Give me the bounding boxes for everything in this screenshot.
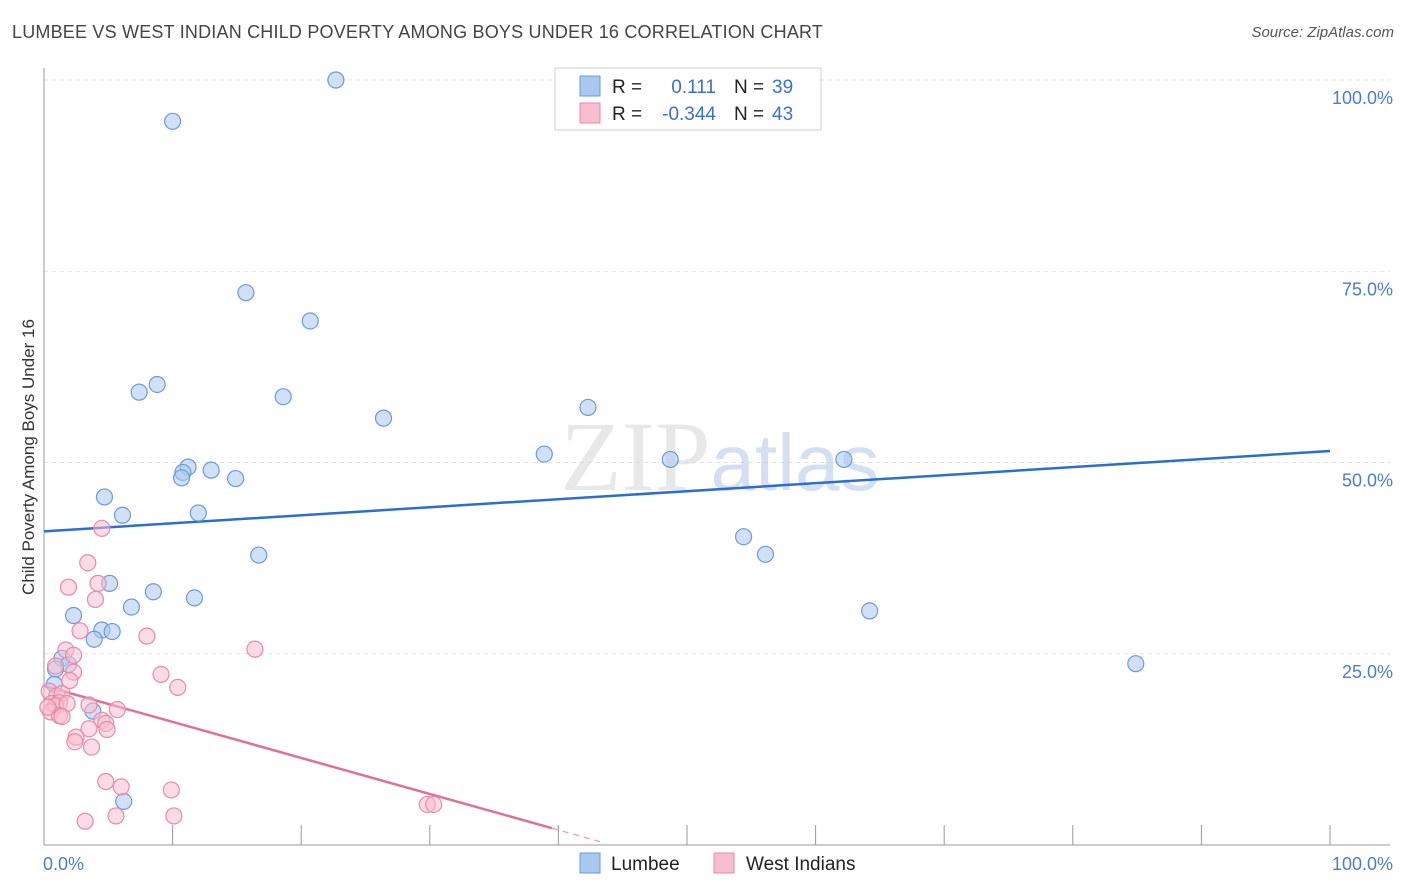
point-west-indians: [93, 519, 111, 537]
y-tick-label: 50.0%: [1342, 471, 1393, 491]
legend-n-value-2: 43: [772, 104, 793, 125]
point-lumbee: [535, 445, 553, 463]
point-lumbee: [148, 375, 166, 394]
legend-r-value-2: -0.344: [662, 104, 716, 125]
point-lumbee: [64, 606, 83, 625]
grid-lines: [44, 79, 1390, 655]
point-lumbee: [734, 528, 753, 546]
point-west-indians: [53, 707, 71, 726]
point-west-indians: [108, 700, 126, 719]
point-lumbee: [227, 469, 245, 488]
y-tick-labels: 25.0% 50.0% 75.0% 100.0%: [1332, 88, 1393, 682]
point-lumbee: [327, 71, 345, 89]
chart-title: LUMBEE VS WEST INDIAN CHILD POVERTY AMON…: [12, 22, 824, 42]
axes: [43, 68, 1390, 846]
legend-r-label-2: R =: [612, 104, 642, 125]
point-west-indians: [80, 696, 98, 714]
point-lumbee: [861, 602, 879, 620]
point-lumbee: [113, 506, 132, 524]
point-west-indians: [76, 812, 94, 830]
point-west-indians: [425, 795, 443, 814]
point-lumbee: [202, 461, 220, 479]
point-west-indians: [46, 657, 65, 675]
point-lumbee: [579, 398, 597, 417]
legend-n-label-2: N =: [734, 104, 764, 125]
point-west-indians: [66, 733, 84, 751]
point-lumbee: [185, 589, 204, 607]
legend-box: R = 0.111 N = 39 R = -0.344 N = 43: [554, 67, 822, 131]
legend-r-value-1: 0.111: [671, 77, 716, 98]
point-west-indians: [246, 640, 264, 658]
point-west-indians: [152, 665, 170, 684]
y-axis-label: Child Poverty Among Boys Under 16: [19, 319, 38, 595]
point-lumbee: [189, 504, 207, 522]
point-lumbee: [1127, 655, 1145, 673]
trend-line-extension-west-indians: [551, 827, 604, 844]
point-west-indians: [107, 807, 125, 825]
y-tick-label: 25.0%: [1342, 662, 1393, 682]
point-west-indians: [98, 720, 116, 739]
data-points: [39, 71, 1145, 830]
bottom-legend-swatch-lumbee: [579, 852, 601, 874]
point-lumbee: [661, 450, 679, 469]
point-west-indians: [112, 778, 130, 796]
point-lumbee: [756, 545, 775, 563]
legend-swatch-west-indians: [579, 102, 601, 124]
point-lumbee: [85, 630, 103, 648]
point-lumbee: [237, 284, 255, 302]
point-lumbee: [164, 112, 182, 130]
point-lumbee: [130, 383, 148, 401]
legend-n-value-1: 39: [772, 77, 793, 98]
bottom-legend-swatch-west-indians: [713, 852, 735, 874]
point-lumbee: [144, 583, 162, 601]
bottom-legend: Lumbee West Indians: [579, 852, 855, 875]
point-west-indians: [89, 574, 107, 592]
trend-lines: [43, 449, 1331, 844]
y-tick-label: 100.0%: [1332, 88, 1393, 108]
point-west-indians: [64, 646, 83, 664]
point-west-indians: [162, 781, 180, 799]
bottom-legend-lumbee: Lumbee: [611, 854, 680, 875]
legend-r-label-1: R =: [612, 77, 642, 98]
point-lumbee: [250, 546, 268, 564]
point-west-indians: [71, 622, 89, 640]
point-west-indians: [61, 671, 79, 690]
point-lumbee: [173, 469, 191, 487]
x-tick-labels: 0.0% 100.0%: [43, 854, 1393, 874]
point-west-indians: [169, 678, 187, 697]
point-west-indians: [79, 554, 97, 572]
point-lumbee: [115, 792, 133, 810]
point-lumbee: [374, 409, 393, 427]
point-lumbee: [835, 450, 853, 469]
point-west-indians: [97, 772, 115, 791]
point-west-indians: [138, 627, 156, 645]
y-tick-label: 75.0%: [1342, 279, 1393, 299]
x-tick-label: 0.0%: [43, 854, 84, 874]
point-west-indians: [165, 807, 183, 825]
x-tick-label: 100.0%: [1332, 854, 1393, 874]
trend-line-lumbee: [43, 449, 1331, 533]
bottom-legend-west-indians: West Indians: [746, 854, 855, 875]
source-label: Source: ZipAtlas.com: [1251, 24, 1394, 41]
point-lumbee: [122, 598, 141, 616]
trend-line-west-indians: [43, 684, 553, 830]
legend-swatch-lumbee: [579, 75, 601, 97]
point-lumbee: [274, 388, 292, 406]
legend-n-label-1: N =: [734, 77, 764, 98]
point-west-indians: [59, 578, 78, 596]
point-west-indians: [39, 698, 57, 716]
point-west-indians: [80, 720, 98, 738]
point-west-indians: [86, 590, 105, 609]
point-west-indians: [82, 738, 101, 756]
point-lumbee: [103, 622, 121, 641]
point-lumbee: [95, 488, 114, 506]
point-lumbee: [301, 312, 319, 330]
